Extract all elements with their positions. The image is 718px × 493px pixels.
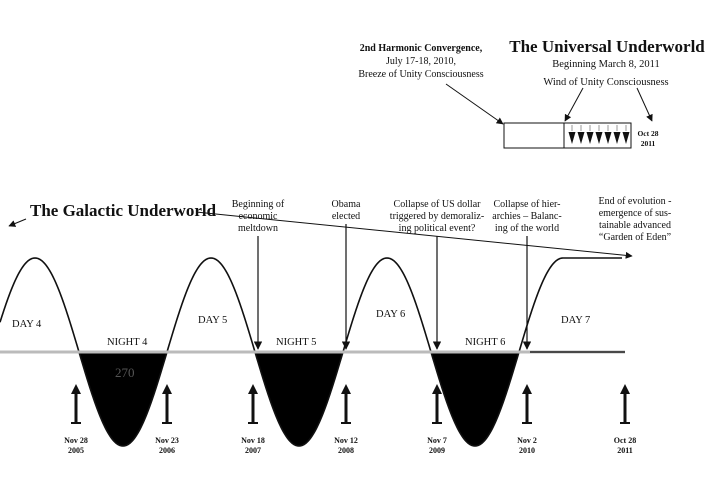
label-day-4: DAY 4: [12, 319, 42, 330]
harmonic-convergence: 2nd Harmonic Convergence, July 17-18, 20…: [358, 43, 504, 125]
universal-wind: Wind of Unity Consciousness: [543, 77, 668, 88]
dollar-line3: ing political event?: [399, 223, 476, 234]
harmonic-line2: July 17-18, 2010,: [386, 56, 456, 67]
date-marker-head: [620, 384, 630, 394]
galactic-arrow-long: [195, 211, 633, 259]
hierarchies-line2: archies – Balanc-: [492, 211, 561, 222]
label-night-6: NIGHT 6: [465, 337, 505, 348]
universal-end-date-line2: 2011: [641, 139, 656, 148]
obama-line1: Obama: [332, 199, 361, 210]
label-day-7: DAY 7: [561, 315, 590, 326]
hierarchies-line3: ing of the world: [495, 223, 559, 234]
evolution-line3: tainable advanced: [599, 220, 671, 231]
date-marker-year: 2010: [519, 446, 535, 455]
label-day-6: DAY 6: [376, 309, 405, 320]
universal-box-left: [503, 122, 565, 149]
annotation-meltdown: Beginning of economic meltdown: [232, 199, 285, 350]
date-marker-year: 2011: [617, 446, 633, 455]
date-marker-day: Nov 28: [64, 436, 88, 445]
harmonic-line1: 2nd Harmonic Convergence,: [360, 43, 483, 54]
harmonic-arrow: [445, 83, 504, 125]
date-marker-day: Nov 18: [241, 436, 265, 445]
universal-subtitle: Beginning March 8, 2011: [552, 59, 660, 70]
label-day-5: DAY 5: [198, 315, 227, 326]
wave-group: [0, 257, 625, 447]
meltdown-line2: economic: [239, 211, 278, 222]
universal-triangle: [568, 132, 576, 144]
evolution-line1: End of evolution -: [598, 196, 671, 207]
galactic-arrow-left: [8, 218, 27, 227]
evolution-line4: “Garden of Eden”: [599, 232, 671, 243]
date-marker-head: [248, 384, 258, 394]
night-5-fill: [255, 352, 343, 446]
date-marker-year: 2006: [159, 446, 175, 455]
harmonic-line3: Breeze of Unity Consciousness: [358, 69, 483, 80]
universal-triangle: [595, 132, 603, 144]
universal-triangle: [613, 132, 621, 144]
annotation-obama: Obama elected: [332, 199, 361, 350]
date-marker-day: Oct 28: [614, 436, 636, 445]
dollar-line1: Collapse of US dollar: [394, 199, 482, 210]
universal-end-date-line1: Oct 28: [637, 129, 658, 138]
universal-triangle: [577, 132, 585, 144]
obama-line2: elected: [332, 211, 360, 222]
date-marker-head: [71, 384, 81, 394]
date-marker-head: [432, 384, 442, 394]
universal-title: The Universal Underworld: [509, 37, 705, 56]
annotation-evolution: End of evolution - emergence of sus- tai…: [598, 196, 671, 243]
night-6-fill: [431, 352, 519, 446]
universal-triangles: [568, 125, 630, 144]
date-marker-head: [341, 384, 351, 394]
night-4-fill: [79, 352, 167, 446]
galactic-title: The Galactic Underworld: [30, 201, 217, 220]
date-marker-day: Nov 23: [155, 436, 179, 445]
universal-triangle: [586, 132, 594, 144]
date-marker-year: 2007: [245, 446, 261, 455]
date-marker-day: Nov 12: [334, 436, 358, 445]
date-marker-head: [162, 384, 172, 394]
universal-triangle: [604, 132, 612, 144]
meltdown-line1: Beginning of: [232, 199, 285, 210]
evolution-line2: emergence of sus-: [599, 208, 672, 219]
date-marker-year: 2008: [338, 446, 354, 455]
universal-underworld: The Universal Underworld Beginning March…: [503, 37, 705, 149]
annotation-dollar: Collapse of US dollar triggered by demor…: [390, 199, 484, 350]
date-marker-day: Nov 7: [427, 436, 447, 445]
hierarchies-line1: Collapse of hier-: [493, 199, 560, 210]
wind-arrow-right: [636, 87, 653, 122]
date-marker-year: 2009: [429, 446, 445, 455]
galactic-underworld: The Galactic Underworld: [8, 201, 633, 259]
date-marker-day: Nov 2: [517, 436, 537, 445]
date-marker-year: 2005: [68, 446, 84, 455]
label-night-4: NIGHT 4: [107, 337, 148, 348]
wind-arrow-left: [564, 87, 584, 122]
universal-triangle: [622, 132, 630, 144]
date-marker-head: [522, 384, 532, 394]
annotation-hierarchies: Collapse of hier- archies – Balanc- ing …: [492, 199, 562, 350]
wave-curve: [0, 257, 622, 447]
ghost-text: 270: [115, 365, 135, 380]
dollar-line2: triggered by demoraliz-: [390, 211, 484, 222]
label-night-5: NIGHT 5: [276, 337, 316, 348]
meltdown-line3: meltdown: [238, 223, 278, 234]
